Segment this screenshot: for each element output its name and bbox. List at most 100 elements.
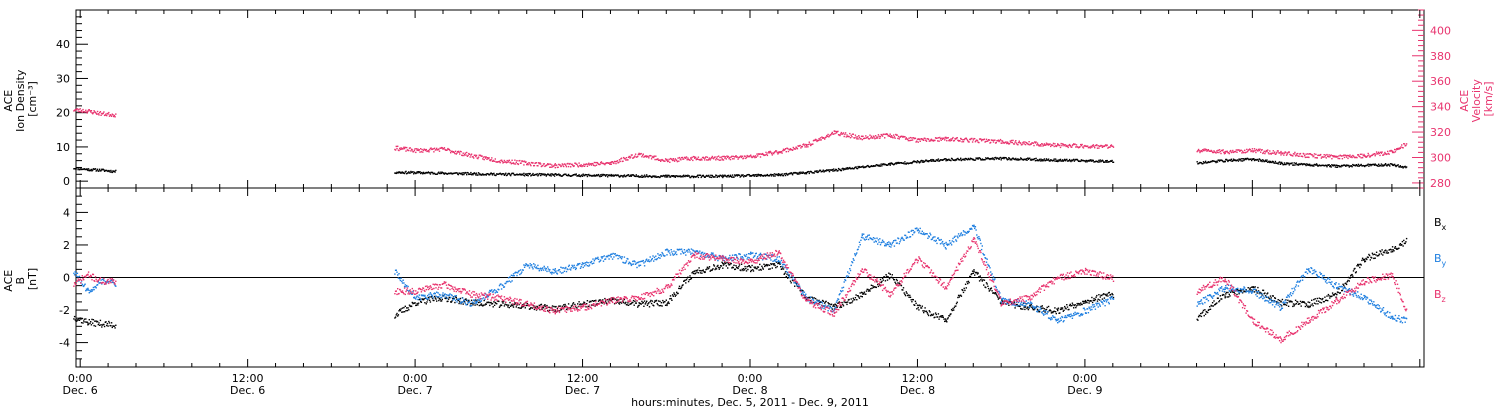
density-series-point: [75, 168, 77, 171]
velocity-series-point: [1207, 149, 1210, 151]
density-series-point: [865, 166, 868, 168]
bx-series-point: [664, 301, 666, 303]
by-series-point: [757, 255, 759, 258]
density-series-point: [1242, 158, 1244, 160]
velocity-series-point: [952, 136, 954, 139]
velocity-series-point: [915, 141, 917, 143]
velocity-series-point: [865, 135, 867, 137]
velocity-series-point: [418, 149, 420, 151]
density-series-point: [1086, 161, 1088, 163]
velocity-series-point: [1015, 140, 1017, 142]
bx-series-point: [94, 320, 96, 322]
bx-series-point: [1084, 302, 1086, 304]
by-series-point: [773, 260, 776, 262]
density-series-point: [493, 174, 496, 176]
bx-series-point: [862, 293, 864, 295]
density-series-point: [969, 158, 971, 161]
by-series-point: [526, 263, 528, 266]
velocity-series-point: [1089, 147, 1092, 149]
bx-series-point: [909, 294, 911, 297]
by-series-point: [550, 271, 552, 273]
bx-series-point: [547, 310, 550, 312]
density-series-point: [1063, 159, 1065, 162]
by-series-point: [94, 285, 97, 288]
density-series-point: [1088, 160, 1090, 162]
bx-series-point: [1043, 308, 1046, 310]
by-series-point: [505, 282, 507, 285]
bx-series-point: [572, 303, 574, 305]
by-series-point: [642, 259, 644, 262]
density-series-point: [90, 169, 92, 172]
velocity-series-point: [413, 149, 416, 151]
density-series-point: [520, 174, 522, 176]
density-series-point: [1034, 160, 1037, 162]
density-series-point: [1294, 164, 1296, 166]
bx-series-point: [729, 263, 731, 266]
density-series-point: [417, 171, 420, 173]
density-series-point: [1371, 164, 1374, 166]
bx-series-point: [938, 318, 940, 320]
density-series-point: [1336, 164, 1338, 166]
bx-series-point: [676, 291, 678, 293]
by-series-point: [684, 251, 686, 253]
velocity-series-point: [403, 146, 405, 148]
bx-series-point: [626, 304, 628, 306]
velocity-series-point: [664, 158, 667, 160]
by-series-point: [552, 268, 554, 271]
bx-series-point: [766, 263, 768, 266]
by-series-point: [433, 292, 436, 294]
top-right-tick-label: 320: [1430, 126, 1451, 139]
bx-series-point: [1306, 306, 1309, 308]
velocity-series-point: [1327, 156, 1330, 158]
by-series-point: [573, 264, 575, 267]
top-right-tick-label: 280: [1430, 177, 1451, 190]
density-series-point: [593, 175, 595, 177]
bx-series-point: [470, 299, 473, 301]
by-series-point: [556, 272, 558, 274]
bx-series-point: [406, 307, 408, 309]
by-series-point: [611, 253, 613, 255]
density-series-point: [932, 159, 935, 161]
bx-series-point: [712, 268, 714, 270]
density-series-point: [1399, 165, 1401, 167]
velocity-series-point: [1324, 154, 1327, 156]
bx-series-point: [415, 304, 418, 306]
bx-series-point: [847, 301, 849, 303]
density-series-point: [813, 172, 815, 174]
velocity-series-point: [528, 162, 531, 164]
velocity-series-point: [937, 140, 939, 142]
density-series-point: [1068, 160, 1070, 162]
by-series-point: [750, 253, 752, 255]
by-series-point: [790, 273, 792, 275]
by-series-point: [430, 293, 432, 295]
velocity-series-point: [1024, 141, 1026, 143]
velocity-series-point: [108, 111, 110, 114]
velocity-series-point: [1271, 152, 1273, 154]
velocity-series-point: [1360, 157, 1362, 159]
velocity-series-point: [722, 155, 724, 158]
velocity-series-point: [725, 158, 727, 160]
density-series-point: [1347, 164, 1350, 167]
bx-series-point: [498, 306, 501, 308]
density-series-point: [879, 165, 882, 167]
velocity-series-point: [877, 137, 879, 139]
velocity-series-point: [968, 141, 970, 143]
velocity-series-point: [113, 114, 116, 117]
velocity-series-point: [731, 155, 733, 157]
density-series-point: [1047, 159, 1049, 161]
density-series-point: [905, 163, 907, 165]
by-series-point: [765, 253, 767, 256]
bx-series-point: [1030, 304, 1032, 306]
density-series-point: [607, 176, 609, 178]
velocity-series-point: [1198, 150, 1200, 152]
bx-series-point: [754, 266, 757, 268]
bx-series-point: [96, 320, 99, 323]
bx-series-point: [512, 306, 515, 308]
bx-series-point: [563, 305, 566, 308]
density-series-point: [789, 172, 792, 175]
velocity-series-point: [1380, 151, 1382, 153]
velocity-series-point: [840, 131, 843, 134]
density-series-point: [99, 170, 102, 172]
velocity-series-point: [899, 136, 901, 138]
bx-series-point: [1230, 290, 1233, 292]
